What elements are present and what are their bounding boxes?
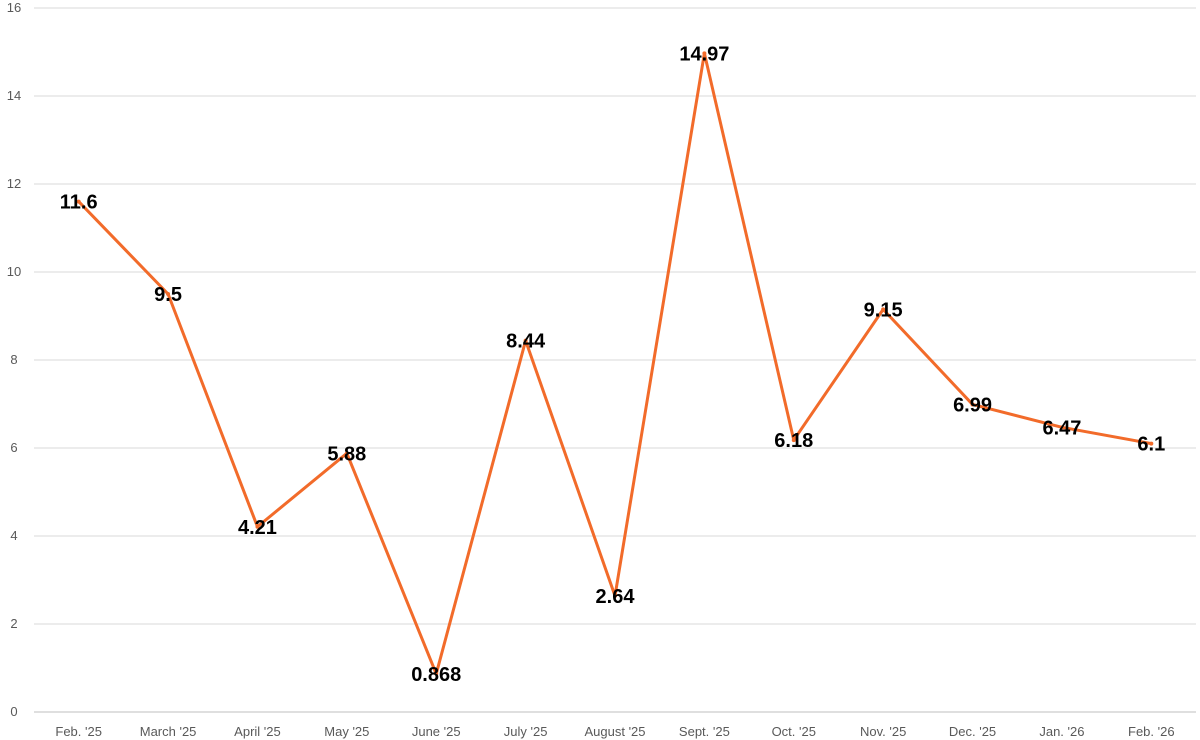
y-tick-label: 10 bbox=[7, 264, 21, 279]
data-label: 6.99 bbox=[953, 394, 992, 416]
data-point bbox=[613, 593, 617, 598]
data-label: 5.88 bbox=[327, 443, 366, 465]
x-tick-label: Oct. '25 bbox=[772, 724, 816, 739]
data-point bbox=[523, 338, 528, 343]
x-tick-label: Sept. '25 bbox=[679, 724, 730, 739]
data-label: 6.18 bbox=[774, 430, 813, 452]
data-point bbox=[255, 524, 260, 529]
data-point bbox=[1149, 441, 1154, 446]
y-tick-label: 0 bbox=[10, 704, 17, 719]
y-tick-label: 8 bbox=[10, 352, 17, 367]
x-tick-label: Dec. '25 bbox=[949, 724, 996, 739]
data-point bbox=[881, 307, 886, 312]
data-label: 14.97 bbox=[679, 43, 729, 65]
y-tick-label: 2 bbox=[10, 616, 17, 631]
data-label: 6.1 bbox=[1137, 434, 1165, 456]
data-point bbox=[791, 438, 796, 443]
y-tick-label: 6 bbox=[10, 440, 17, 455]
x-tick-label: Feb. '25 bbox=[55, 724, 102, 739]
data-label: 9.15 bbox=[864, 299, 903, 321]
data-label: 0.868 bbox=[411, 664, 461, 686]
series-line bbox=[77, 51, 1153, 676]
data-point bbox=[76, 199, 81, 204]
series bbox=[76, 51, 1154, 676]
data-labels: 11.6 9.5 4.21 5.88 0.868 8.44 2.64 14.97 6.18 9.1… bbox=[60, 43, 1165, 685]
data-point bbox=[434, 671, 439, 676]
data-point bbox=[344, 451, 349, 456]
data-label: 8.44 bbox=[506, 331, 546, 353]
data-point bbox=[166, 292, 171, 296]
x-tick-label: Jan. '26 bbox=[1039, 724, 1084, 739]
x-tick-label: Nov. '25 bbox=[860, 724, 906, 739]
data-label: 11.6 bbox=[60, 192, 98, 214]
data-point bbox=[1059, 425, 1064, 430]
y-tick-label: 4 bbox=[10, 528, 17, 543]
y-tick-label: 16 bbox=[7, 0, 21, 15]
y-tick-label: 12 bbox=[7, 176, 21, 191]
x-tick-label: Feb. '26 bbox=[1128, 724, 1175, 739]
x-tick-label: April '25 bbox=[234, 724, 281, 739]
x-axis: Feb. '25 March '25 April '25 May '25 June '2… bbox=[55, 724, 1174, 739]
x-tick-label: August '25 bbox=[584, 724, 645, 739]
data-point bbox=[970, 402, 975, 407]
y-tick-label: 14 bbox=[7, 88, 21, 103]
x-tick-label: May '25 bbox=[324, 724, 369, 739]
data-label: 9.5 bbox=[154, 284, 182, 306]
y-axis: 0 2 4 6 8 10 12 14 16 bbox=[7, 0, 21, 719]
data-point bbox=[702, 51, 707, 56]
data-label: 2.64 bbox=[596, 586, 636, 608]
data-label: 4.21 bbox=[238, 517, 277, 539]
x-tick-label: March '25 bbox=[140, 724, 197, 739]
x-tick-label: July '25 bbox=[504, 724, 548, 739]
x-tick-label: June '25 bbox=[412, 724, 461, 739]
data-label: 6.47 bbox=[1042, 417, 1081, 439]
